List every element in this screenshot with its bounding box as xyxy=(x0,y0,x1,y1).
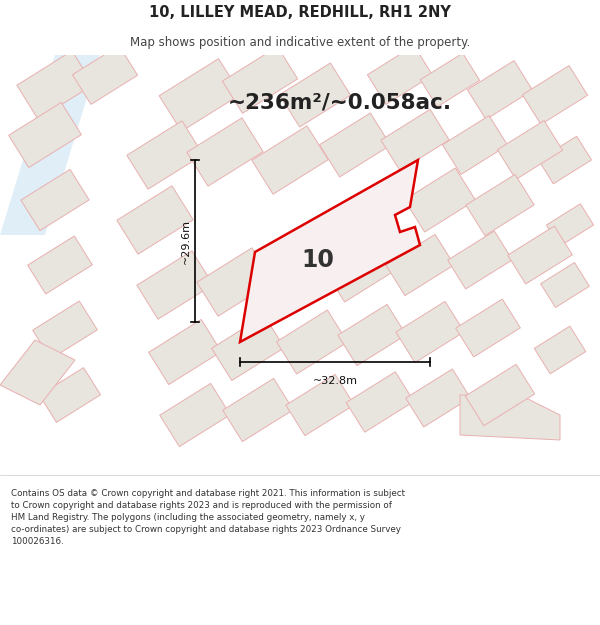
Polygon shape xyxy=(73,46,137,104)
Polygon shape xyxy=(346,372,414,432)
Polygon shape xyxy=(240,160,420,342)
Text: ~29.6m: ~29.6m xyxy=(181,219,191,264)
Polygon shape xyxy=(534,326,586,374)
Polygon shape xyxy=(159,59,241,131)
Polygon shape xyxy=(406,369,470,427)
Polygon shape xyxy=(539,136,592,184)
Polygon shape xyxy=(223,378,293,442)
Polygon shape xyxy=(547,204,593,246)
Polygon shape xyxy=(508,226,572,284)
Polygon shape xyxy=(286,374,354,436)
Polygon shape xyxy=(0,340,75,405)
Polygon shape xyxy=(381,109,449,171)
Polygon shape xyxy=(17,51,93,119)
Polygon shape xyxy=(367,46,433,104)
Polygon shape xyxy=(421,53,479,107)
Polygon shape xyxy=(40,368,101,423)
Text: ~236m²/~0.058ac.: ~236m²/~0.058ac. xyxy=(228,92,452,112)
Polygon shape xyxy=(277,310,347,374)
Polygon shape xyxy=(325,238,395,302)
Polygon shape xyxy=(8,102,82,168)
Polygon shape xyxy=(127,121,203,189)
Polygon shape xyxy=(160,383,230,447)
Polygon shape xyxy=(197,248,273,316)
Polygon shape xyxy=(467,61,533,119)
Polygon shape xyxy=(28,236,92,294)
Polygon shape xyxy=(455,299,520,357)
Polygon shape xyxy=(541,262,589,308)
Polygon shape xyxy=(442,116,508,174)
Polygon shape xyxy=(223,47,298,113)
Polygon shape xyxy=(149,319,221,384)
Polygon shape xyxy=(117,186,193,254)
Polygon shape xyxy=(187,118,263,186)
Text: 10, LILLEY MEAD, REDHILL, RH1 2NY: 10, LILLEY MEAD, REDHILL, RH1 2NY xyxy=(149,4,451,19)
Text: Map shows position and indicative extent of the property.: Map shows position and indicative extent… xyxy=(130,36,470,49)
Polygon shape xyxy=(32,301,97,359)
Polygon shape xyxy=(465,364,535,426)
Polygon shape xyxy=(460,395,560,440)
Polygon shape xyxy=(386,234,454,296)
Polygon shape xyxy=(319,113,391,177)
Polygon shape xyxy=(280,63,350,127)
Polygon shape xyxy=(0,55,100,235)
Polygon shape xyxy=(21,169,89,231)
Polygon shape xyxy=(252,126,328,194)
Polygon shape xyxy=(338,304,406,366)
Polygon shape xyxy=(262,241,338,309)
Polygon shape xyxy=(404,168,476,232)
Text: 10: 10 xyxy=(302,248,334,272)
Polygon shape xyxy=(212,316,284,381)
Polygon shape xyxy=(448,231,512,289)
Polygon shape xyxy=(137,251,213,319)
Polygon shape xyxy=(396,301,464,362)
Polygon shape xyxy=(523,66,587,124)
Text: ~32.8m: ~32.8m xyxy=(313,376,358,386)
Text: Contains OS data © Crown copyright and database right 2021. This information is : Contains OS data © Crown copyright and d… xyxy=(11,489,405,546)
Polygon shape xyxy=(466,174,534,236)
Polygon shape xyxy=(497,121,563,179)
